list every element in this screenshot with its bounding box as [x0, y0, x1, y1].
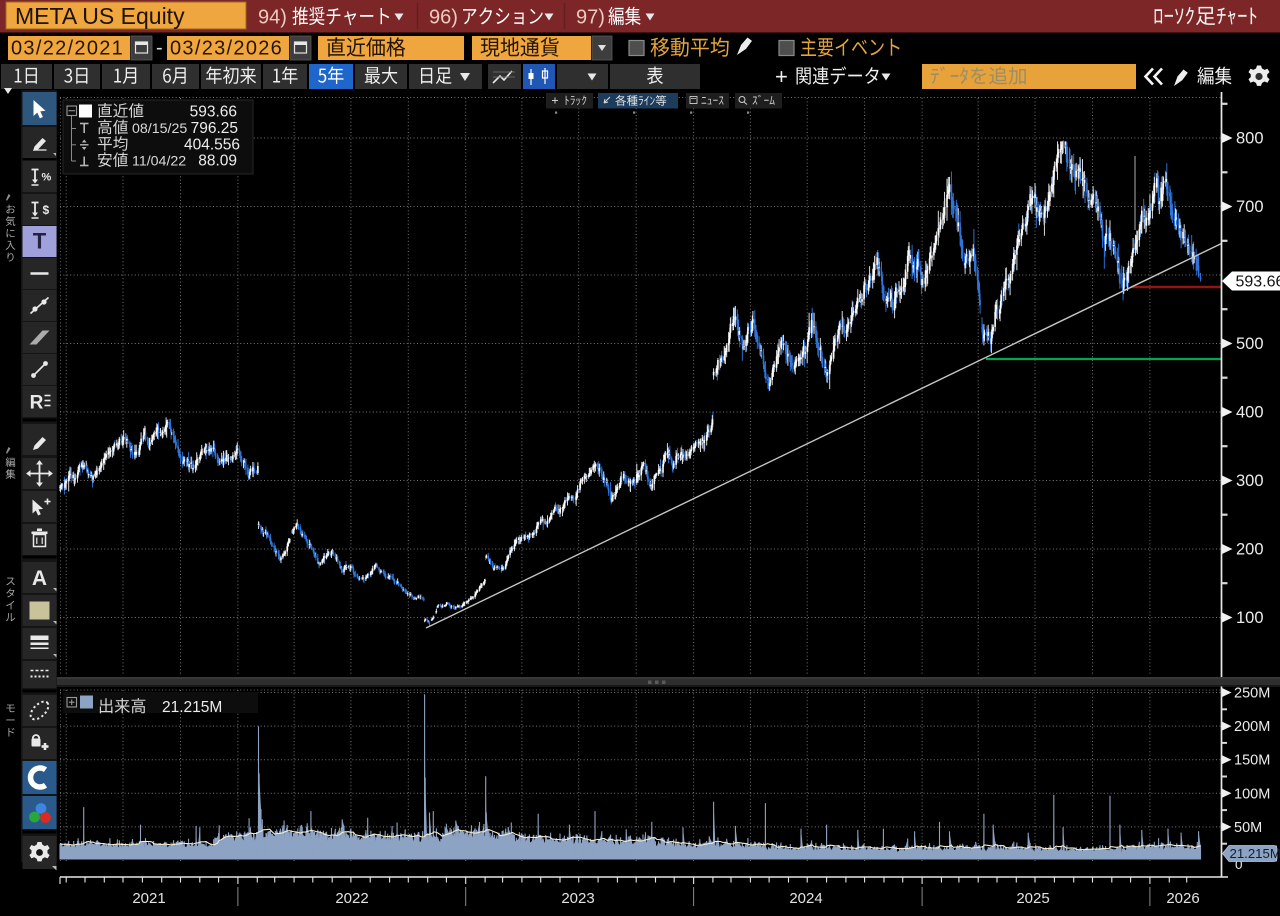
svg-text:-: -: [156, 37, 163, 59]
svg-text:200: 200: [1236, 541, 1264, 559]
svg-text:2021: 2021: [132, 890, 165, 907]
svg-text:%: %: [42, 172, 52, 184]
svg-text:21.215M: 21.215M: [162, 699, 222, 716]
svg-text:A: A: [32, 567, 47, 590]
svg-text:593.66: 593.66: [1236, 274, 1280, 291]
svg-text:03/23/2026: 03/23/2026: [170, 38, 283, 60]
svg-text:800: 800: [1236, 130, 1264, 148]
svg-text:T: T: [33, 229, 47, 254]
svg-text:796.25: 796.25: [191, 120, 238, 137]
svg-text:2025: 2025: [1016, 890, 1049, 907]
svg-text:97): 97): [576, 7, 605, 29]
svg-text:100M: 100M: [1234, 786, 1270, 802]
svg-text:700: 700: [1236, 198, 1264, 216]
svg-text:0: 0: [1235, 857, 1243, 872]
svg-text:50M: 50M: [1234, 820, 1262, 836]
svg-text:150M: 150M: [1234, 753, 1270, 769]
svg-text:100: 100: [1236, 609, 1264, 627]
svg-text:593.66: 593.66: [190, 104, 237, 121]
svg-text:2026: 2026: [1166, 890, 1199, 907]
svg-text:2024: 2024: [789, 890, 822, 907]
svg-text:+: +: [775, 64, 788, 89]
svg-text:400: 400: [1236, 404, 1264, 422]
svg-text:200M: 200M: [1234, 719, 1270, 735]
svg-text:R: R: [30, 393, 44, 414]
svg-text:21.215M: 21.215M: [1230, 846, 1280, 861]
svg-text:03/22/2021: 03/22/2021: [11, 38, 124, 60]
svg-text:11/04/22: 11/04/22: [132, 154, 186, 170]
svg-text:88.09: 88.09: [198, 153, 237, 170]
svg-text:500: 500: [1236, 335, 1264, 353]
svg-text:2022: 2022: [335, 890, 368, 907]
svg-text:96): 96): [429, 7, 458, 29]
svg-text:META US Equity: META US Equity: [15, 3, 185, 29]
svg-text:250M: 250M: [1234, 686, 1270, 702]
svg-text:2023: 2023: [561, 890, 594, 907]
svg-text:404.556: 404.556: [184, 137, 240, 154]
svg-text:300: 300: [1236, 472, 1264, 490]
svg-text:$: $: [43, 203, 50, 217]
svg-text:94): 94): [258, 7, 287, 29]
svg-text:08/15/25: 08/15/25: [132, 121, 187, 137]
